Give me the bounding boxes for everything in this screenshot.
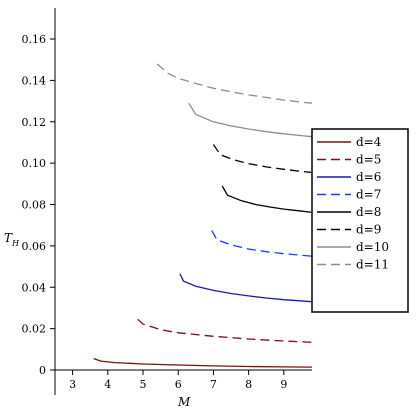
x-tick-label: 7 [210, 378, 217, 391]
series-line-d=4 [93, 357, 313, 368]
x-axis-label: M [177, 395, 191, 409]
x-tick-label: 9 [280, 378, 287, 391]
series-line-d=11 [156, 63, 313, 104]
legend-label: d=7 [356, 188, 381, 202]
legend-label: d=8 [356, 205, 381, 219]
series-line-d=8 [221, 185, 313, 214]
axes [54, 8, 312, 395]
x-tick-label: 3 [69, 378, 76, 391]
y-tick-label: 0.08 [22, 199, 47, 212]
y-tick-label: 0.06 [22, 240, 47, 253]
legend-label: d=4 [356, 135, 382, 149]
x-tick-label: 6 [175, 378, 182, 391]
y-axis-label: TH [4, 231, 20, 248]
y-tick-label: 0.04 [22, 281, 47, 294]
series-line-d=6 [179, 273, 313, 303]
y-tick-label: 0.10 [22, 157, 47, 170]
legend-label: d=9 [356, 223, 381, 237]
y-tick-label: 0.12 [22, 116, 47, 129]
y-tick-label: 0.14 [22, 74, 47, 87]
legend-label: d=10 [356, 240, 389, 254]
series-line-d=9 [212, 144, 313, 174]
legend: d=4 d=5 d=6 d=7 d=8 d=9 d=10 d=11 [311, 128, 409, 313]
y-ticks: 0 0.02 0.04 0.06 0.08 0.10 0.12 0.14 0.16 [22, 33, 55, 377]
series-group [93, 63, 313, 368]
legend-label: d=11 [356, 258, 389, 272]
legend-label: d=6 [356, 170, 381, 184]
series-line-d=5 [137, 318, 313, 343]
legend-label: d=5 [356, 153, 381, 167]
x-tick-label: 8 [245, 378, 252, 391]
y-axis-label-sub: H [11, 239, 20, 248]
series-line-d=7 [211, 230, 313, 257]
series-line-d=10 [188, 102, 313, 138]
y-tick-label: 0 [39, 364, 46, 377]
x-ticks: 3 4 5 6 7 8 9 [69, 370, 287, 391]
y-tick-label: 0.02 [22, 323, 47, 336]
y-axis-label-main: T [4, 231, 13, 245]
legend-box [311, 128, 409, 313]
x-tick-label: 5 [140, 378, 147, 391]
x-tick-label: 4 [104, 378, 111, 391]
y-tick-label: 0.16 [22, 33, 47, 46]
